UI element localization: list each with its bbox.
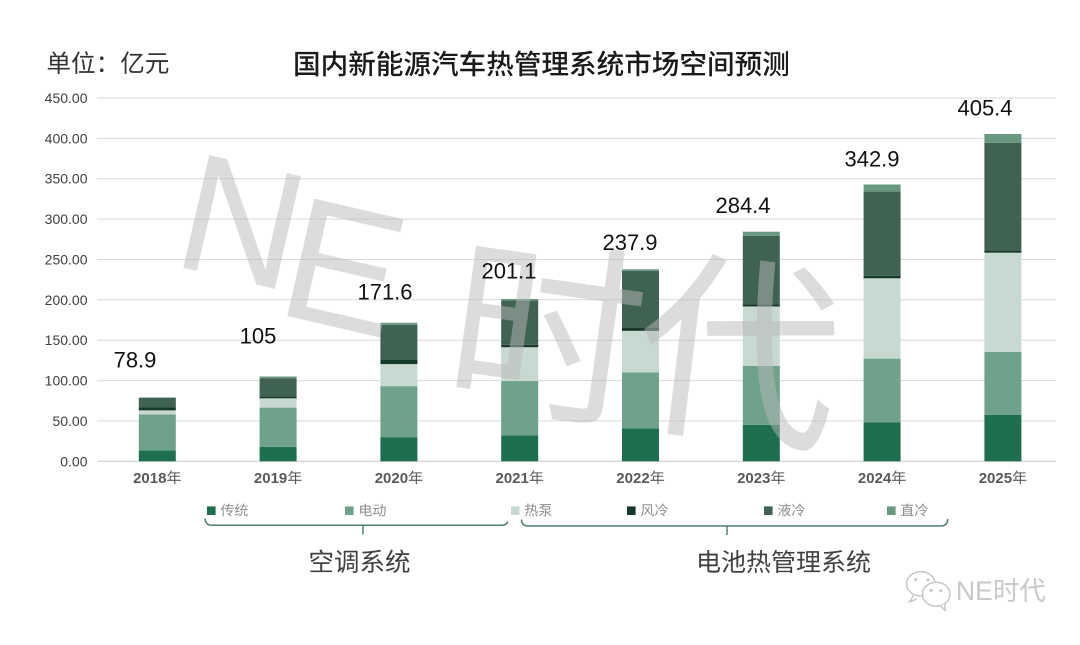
svg-text:2022: 2022 bbox=[616, 470, 649, 487]
svg-text:2025: 2025 bbox=[979, 470, 1012, 487]
svg-text:NE: NE bbox=[956, 576, 993, 606]
svg-text:237.9: 237.9 bbox=[602, 230, 657, 255]
svg-text:250.00: 250.00 bbox=[45, 252, 88, 268]
svg-text:150.00: 150.00 bbox=[45, 332, 88, 348]
svg-text:2019: 2019 bbox=[254, 470, 287, 487]
svg-text:2020: 2020 bbox=[375, 470, 408, 487]
svg-text:350.00: 350.00 bbox=[45, 171, 88, 187]
svg-text:50.00: 50.00 bbox=[52, 413, 87, 429]
svg-text:78.9: 78.9 bbox=[114, 348, 157, 373]
svg-text:300.00: 300.00 bbox=[45, 211, 88, 227]
svg-text:400.00: 400.00 bbox=[45, 130, 88, 146]
svg-text:2018: 2018 bbox=[133, 470, 166, 487]
svg-text:2024: 2024 bbox=[858, 470, 892, 487]
svg-text:0.00: 0.00 bbox=[60, 453, 87, 469]
svg-text:450.00: 450.00 bbox=[45, 90, 88, 106]
svg-text:2023: 2023 bbox=[737, 470, 770, 487]
svg-text:2021: 2021 bbox=[496, 470, 529, 487]
svg-text:105: 105 bbox=[240, 324, 277, 349]
svg-text:405.4: 405.4 bbox=[957, 96, 1012, 121]
svg-text:171.6: 171.6 bbox=[357, 280, 412, 305]
svg-text:100.00: 100.00 bbox=[45, 373, 88, 389]
svg-text:284.4: 284.4 bbox=[715, 193, 770, 218]
svg-text:201.1: 201.1 bbox=[481, 259, 536, 284]
svg-text:342.9: 342.9 bbox=[844, 146, 899, 171]
svg-text:200.00: 200.00 bbox=[45, 292, 88, 308]
